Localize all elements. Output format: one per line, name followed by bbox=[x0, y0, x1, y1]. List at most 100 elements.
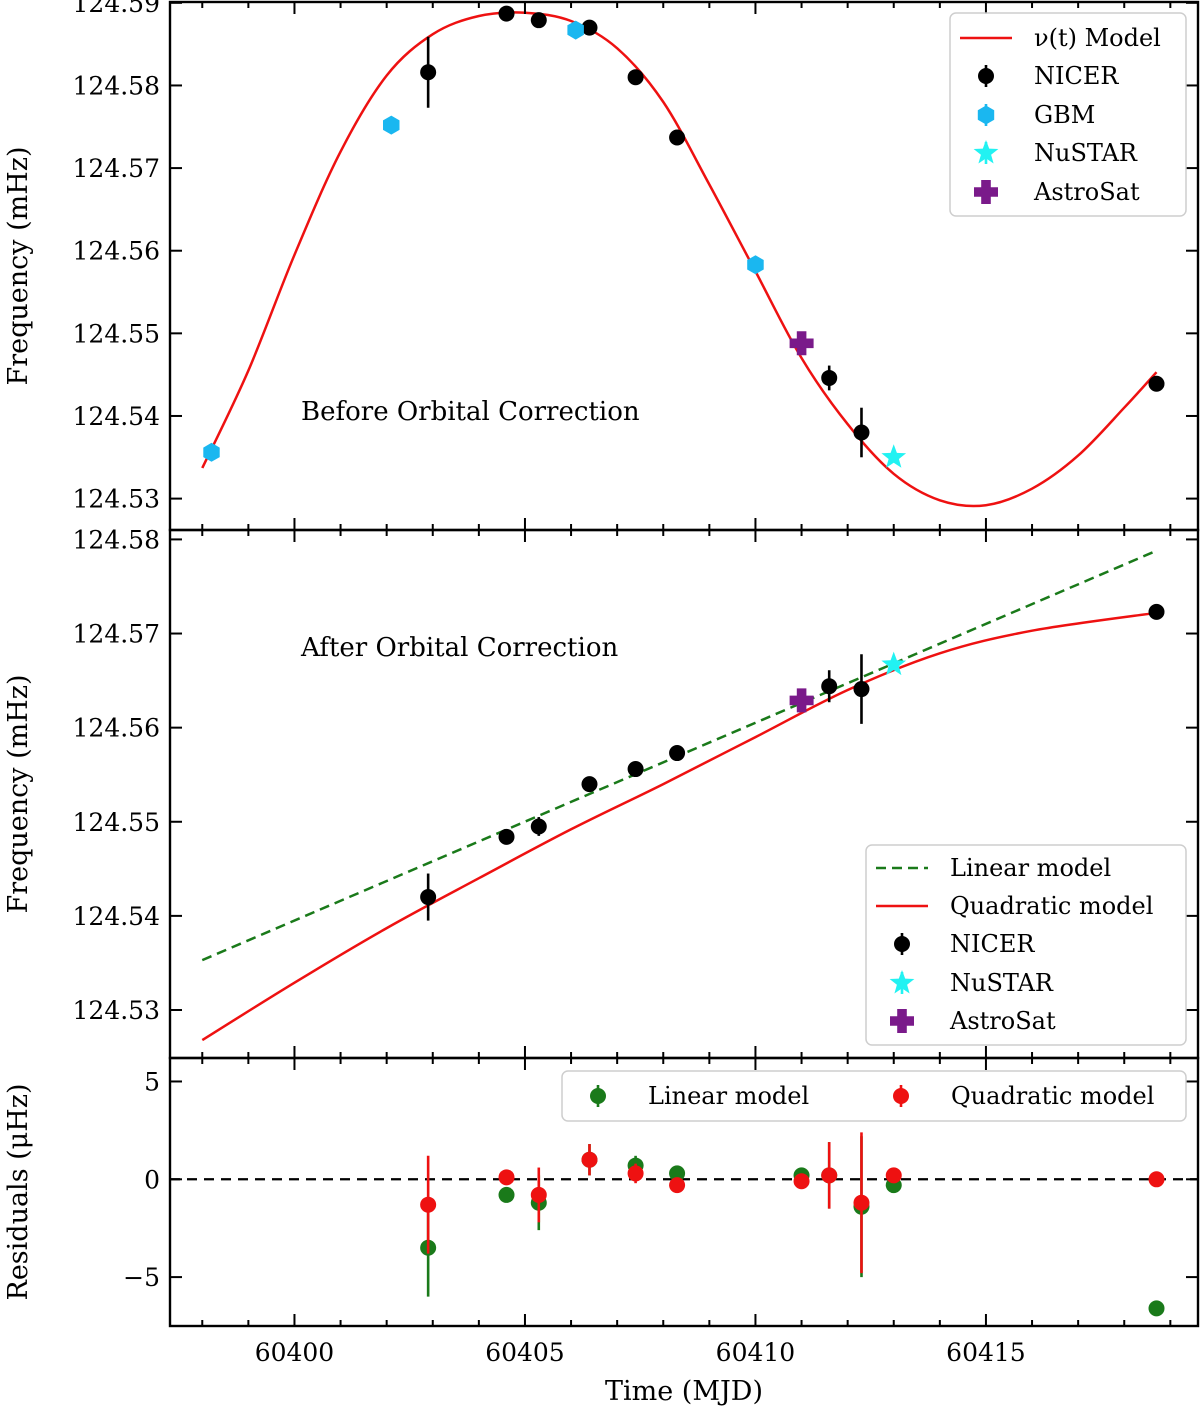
nicer-point bbox=[821, 369, 838, 386]
legend-marker-swatch bbox=[893, 1088, 909, 1104]
y-axis-label: Residuals (μHz) bbox=[3, 1083, 34, 1300]
nicer-point bbox=[669, 129, 686, 146]
quadratic-model-point bbox=[793, 1173, 810, 1190]
nicer-point bbox=[530, 818, 547, 835]
legend-marker-swatch bbox=[894, 936, 910, 952]
panel-annotation: Before Orbital Correction bbox=[301, 397, 640, 427]
points-bottom bbox=[420, 1132, 1165, 1317]
nicer-point bbox=[420, 889, 437, 906]
legend-marker-swatch bbox=[889, 970, 915, 994]
nicer-point bbox=[498, 5, 515, 22]
legend-entry: Quadratic model bbox=[876, 892, 1153, 920]
xtick-label: 60400 bbox=[255, 1338, 335, 1367]
xtick-label: 60415 bbox=[946, 1338, 1026, 1367]
legend-entry: NICER bbox=[978, 62, 1119, 90]
legend-middle bbox=[865, 844, 1187, 1046]
legend-entry: NICER bbox=[894, 930, 1035, 958]
points-middle bbox=[420, 603, 1165, 921]
ytick-label: 0 bbox=[144, 1165, 160, 1194]
panel-annotation: After Orbital Correction bbox=[300, 633, 618, 663]
points-top bbox=[203, 5, 1165, 468]
quadratic-model-point bbox=[853, 1194, 870, 1211]
legend-marker-swatch bbox=[977, 105, 995, 125]
legend-entry: Linear model bbox=[876, 854, 1111, 882]
legend-label: Linear model bbox=[648, 1082, 809, 1110]
linear-model-point bbox=[1148, 1300, 1165, 1317]
legend-label: Quadratic model bbox=[950, 892, 1153, 920]
legend-entry: NuSTAR bbox=[973, 139, 1138, 167]
legend-entry: GBM bbox=[977, 101, 1095, 129]
quadratic-model-curve bbox=[201, 611, 1157, 1042]
ytick-label: −5 bbox=[123, 1263, 160, 1292]
curves-top bbox=[201, 11, 1158, 508]
ytick-label: 124.57 bbox=[73, 154, 160, 183]
legend-marker-swatch bbox=[973, 140, 999, 164]
ytick-label: 124.55 bbox=[73, 319, 160, 348]
ytick-label: 124.58 bbox=[73, 71, 160, 100]
ytick-label: 124.57 bbox=[73, 620, 160, 649]
legend-label: AstroSat bbox=[949, 1007, 1056, 1035]
gbm-point bbox=[203, 442, 220, 462]
legend-top bbox=[949, 12, 1187, 217]
quadratic-model-point bbox=[420, 1196, 437, 1213]
gbm-point bbox=[567, 20, 584, 40]
ytick-label: 124.54 bbox=[73, 902, 160, 931]
nicer-point bbox=[627, 761, 644, 778]
legend-marker-swatch bbox=[974, 180, 998, 204]
legend-label: NuSTAR bbox=[1034, 139, 1138, 167]
legend-entry: AstroSat bbox=[890, 1007, 1056, 1035]
xtick-label: 60410 bbox=[716, 1338, 796, 1367]
ytick-label: 124.55 bbox=[73, 808, 160, 837]
legend-label: NuSTAR bbox=[950, 969, 1054, 997]
legend-entry: NuSTAR bbox=[889, 969, 1054, 997]
nicer-point bbox=[853, 424, 870, 441]
nicer-point bbox=[581, 776, 598, 793]
nustar-point bbox=[881, 444, 907, 468]
astrosat-point bbox=[789, 331, 814, 356]
legend-marker-swatch bbox=[590, 1088, 606, 1104]
xtick-label: 60405 bbox=[485, 1338, 565, 1367]
nicer-point bbox=[1148, 375, 1165, 392]
quadratic-model-point bbox=[530, 1186, 547, 1203]
ytick-label: 5 bbox=[144, 1067, 160, 1096]
quadratic-model-point bbox=[498, 1169, 515, 1186]
legend-label: NICER bbox=[950, 930, 1035, 958]
legend-entry: AstroSat bbox=[974, 178, 1140, 206]
nu-t-model-curve bbox=[201, 11, 1158, 508]
ytick-label: 124.54 bbox=[73, 402, 160, 431]
ytick-label: 124.56 bbox=[73, 714, 160, 743]
ytick-label: 124.53 bbox=[73, 996, 160, 1025]
legend-entry: Quadratic model bbox=[893, 1082, 1154, 1110]
linear-model-point bbox=[669, 1165, 686, 1182]
legend-marker-swatch bbox=[890, 1009, 914, 1033]
nicer-point bbox=[581, 19, 598, 36]
nicer-point bbox=[1148, 603, 1165, 620]
nicer-point bbox=[821, 678, 838, 695]
legend-label: ν(t) Model bbox=[1034, 24, 1161, 52]
nicer-point bbox=[530, 12, 547, 29]
nicer-point bbox=[853, 681, 870, 698]
legend-entry: ν(t) Model bbox=[960, 24, 1161, 52]
legend-label: NICER bbox=[1034, 62, 1119, 90]
gbm-point bbox=[383, 115, 400, 135]
legend-label: Quadratic model bbox=[951, 1082, 1154, 1110]
quadratic-model-point bbox=[885, 1167, 902, 1184]
legend-label: Linear model bbox=[950, 854, 1111, 882]
x-axis-label: Time (MJD) bbox=[605, 1376, 763, 1407]
legend-label: GBM bbox=[1034, 101, 1095, 129]
nicer-point bbox=[669, 745, 686, 762]
quadratic-model-point bbox=[581, 1151, 598, 1168]
quadratic-model-point bbox=[821, 1167, 838, 1184]
y-axis-label: Frequency (mHz) bbox=[3, 674, 34, 913]
gbm-point bbox=[747, 255, 764, 275]
axes-frame-bottom bbox=[168, 1056, 1200, 1328]
nustar-point bbox=[881, 651, 907, 676]
quadratic-model-point bbox=[627, 1165, 644, 1182]
quadratic-model-point bbox=[1148, 1171, 1165, 1188]
legend-entry: Linear model bbox=[590, 1082, 809, 1110]
ytick-label: 124.59 bbox=[73, 0, 160, 18]
ytick-label: 124.56 bbox=[73, 237, 160, 266]
legend-marker-swatch bbox=[978, 68, 994, 84]
legend-label: AstroSat bbox=[1033, 178, 1140, 206]
